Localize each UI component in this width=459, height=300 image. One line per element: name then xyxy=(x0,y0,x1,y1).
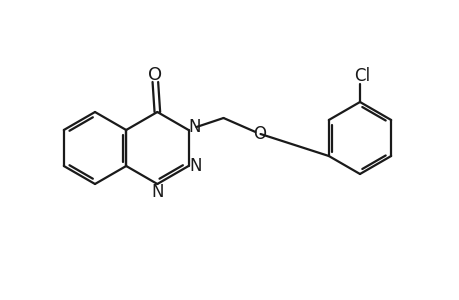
Text: Cl: Cl xyxy=(353,67,369,85)
Text: N: N xyxy=(151,183,163,201)
Text: O: O xyxy=(252,125,265,143)
Text: N: N xyxy=(189,157,202,175)
Text: N: N xyxy=(188,118,200,136)
Text: O: O xyxy=(148,66,162,84)
